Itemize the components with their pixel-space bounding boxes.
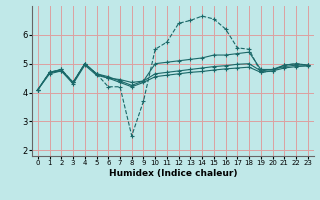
X-axis label: Humidex (Indice chaleur): Humidex (Indice chaleur) [108,169,237,178]
